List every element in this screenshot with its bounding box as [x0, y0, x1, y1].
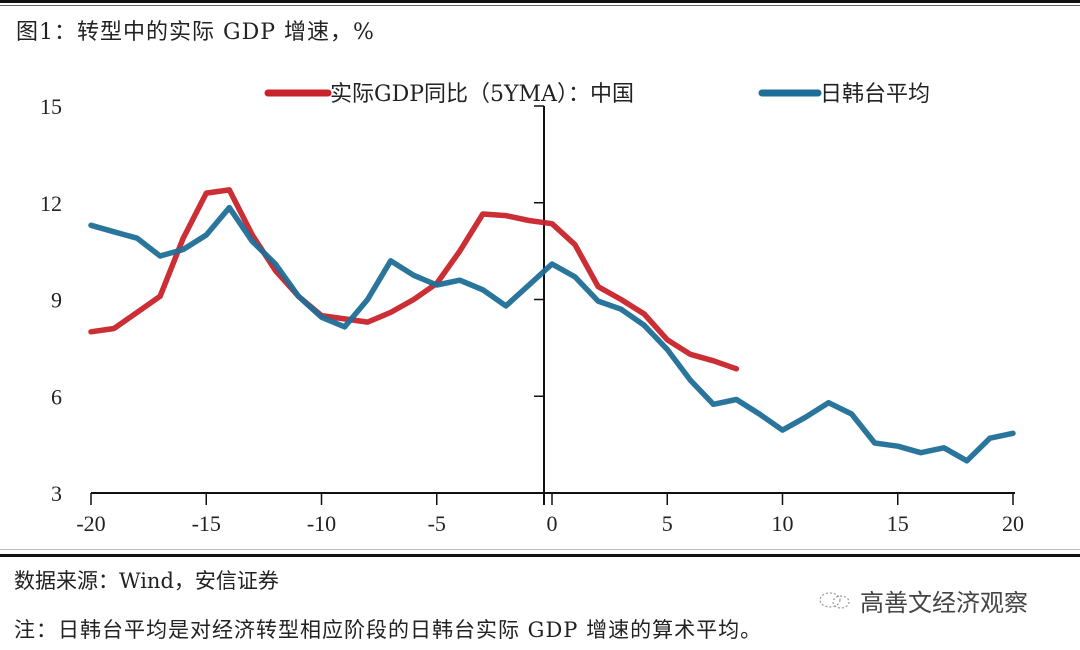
line-chart: 实际GDP同比（5YMA）：中国 日韩台平均 -20 -15 -10 -5 0 5 10 15… [40, 82, 1024, 536]
x-tick-label: 15 [887, 511, 909, 536]
legend-item-china: 实际GDP同比（5YMA）：中国 [264, 82, 634, 107]
x-tick-label: 0 [547, 511, 558, 536]
y-tick-label: 6 [51, 384, 62, 409]
x-tick-label: -15 [192, 511, 221, 536]
watermark: 高善文经济观察 [860, 589, 1028, 617]
legend-item-jkt-average: 日韩台平均 [758, 82, 930, 107]
series-line-jkt-average [88, 204, 1016, 464]
wechat-icon [819, 592, 850, 609]
y-tick-label: 9 [51, 288, 62, 313]
legend-label-jkt-average: 日韩台平均 [820, 82, 930, 107]
data-source: 数据来源：Wind，安信证券 [14, 569, 279, 593]
x-tick-label: -5 [428, 511, 446, 536]
axes [91, 106, 1015, 505]
y-tick-label: 12 [40, 191, 62, 216]
y-tick-label: 15 [40, 94, 62, 119]
figure-title: 图1：转型中的实际 GDP 增速，% [16, 20, 375, 45]
section-divider [0, 554, 1080, 557]
x-tick-label: -10 [307, 511, 336, 536]
series-line-china [88, 187, 740, 372]
series-lines [88, 187, 1016, 464]
top-border-thin [0, 5, 1080, 6]
x-tick-label: 5 [662, 511, 673, 536]
legend-label-china: 实际GDP同比（5YMA）：中国 [330, 82, 634, 107]
x-tick-label: 20 [1002, 511, 1024, 536]
y-tick-label: 3 [51, 481, 62, 506]
top-border [0, 0, 1080, 3]
ticks: -20 -15 -10 -5 0 5 10 15 20 3 6 9 12 15 [40, 94, 1024, 536]
x-tick-label: -20 [76, 511, 105, 536]
footnote: 注：日韩台平均是对经济转型相应阶段的日韩台实际 GDP 增速的算术平均。 [14, 618, 763, 642]
chart-bottom-border [0, 549, 1080, 550]
x-tick-label: 10 [772, 511, 794, 536]
legend: 实际GDP同比（5YMA）：中国 日韩台平均 [264, 82, 930, 107]
